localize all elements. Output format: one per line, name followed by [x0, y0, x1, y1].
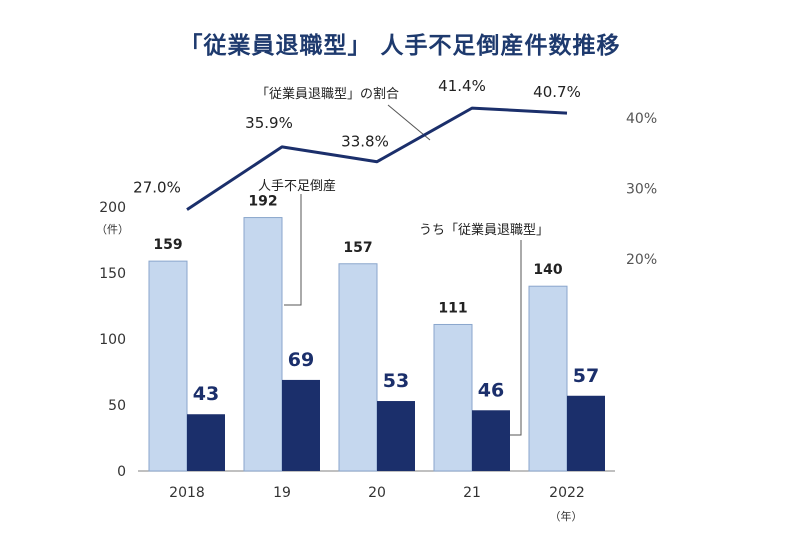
- bar-employee-resignation-label: 53: [383, 370, 409, 392]
- bar-total-label: 157: [343, 240, 372, 256]
- bar-total-label: 159: [153, 237, 182, 253]
- bar-total-label: 192: [248, 194, 277, 210]
- ratio-point-label: 35.9%: [245, 114, 293, 132]
- bar-total-label: 140: [533, 262, 562, 278]
- y-tick-label: 0: [117, 464, 126, 480]
- y-tick-label: 50: [108, 398, 126, 414]
- bar-employee-resignation-label: 43: [193, 383, 219, 405]
- x-tick-label: 19: [273, 485, 291, 501]
- ratio-point-label: 40.7%: [533, 83, 581, 101]
- ratio-point-label: 41.4%: [438, 77, 486, 95]
- y-tick-label: 100: [99, 332, 126, 348]
- x-tick-label: 2022: [549, 485, 585, 501]
- legend-ratio: 「従業員退職型」の割合: [256, 86, 399, 102]
- bar-employee-resignation: [282, 379, 320, 471]
- bar-employee-resignation-label: 69: [288, 349, 314, 371]
- bar-employee-resignation-label: 57: [573, 365, 599, 387]
- y2-tick-label: 30%: [626, 182, 657, 198]
- ratio-point-label: 27.0%: [133, 179, 181, 197]
- chart-title: 「従業員退職型」 人手不足倒産件数推移: [179, 33, 621, 59]
- bar-employee-resignation-label: 46: [478, 379, 504, 401]
- bar-total-label: 111: [438, 300, 467, 316]
- bar-total: [528, 285, 568, 472]
- bar-total: [243, 217, 283, 472]
- bar-employee-resignation: [567, 395, 605, 471]
- y2-tick-label: 40%: [626, 111, 657, 127]
- bar-employee-resignation: [187, 414, 225, 471]
- bar-employee-resignation: [377, 401, 415, 471]
- bar-total: [338, 263, 378, 472]
- legend-total: 人手不足倒産: [258, 178, 336, 194]
- ratio-line: [186, 106, 568, 211]
- x-tick-label: 21: [463, 485, 481, 501]
- bar-total: [148, 260, 188, 472]
- leader-total: [284, 194, 302, 306]
- legend-employee-resignation: うち「従業員退職型」: [419, 222, 549, 238]
- ratio-point-label: 33.8%: [341, 133, 389, 151]
- y-tick-label: 200: [99, 200, 126, 216]
- leader-sub: [510, 240, 522, 436]
- y-unit-label: （件）: [96, 223, 129, 236]
- x-unit-label: （年）: [550, 509, 583, 523]
- bar-employee-resignation: [472, 410, 510, 471]
- x-tick-label: 20: [368, 485, 386, 501]
- x-tick-label: 2018: [169, 485, 205, 501]
- y-tick-label: 150: [99, 266, 126, 282]
- y2-tick-label: 20%: [626, 252, 657, 268]
- bar-total: [433, 323, 473, 472]
